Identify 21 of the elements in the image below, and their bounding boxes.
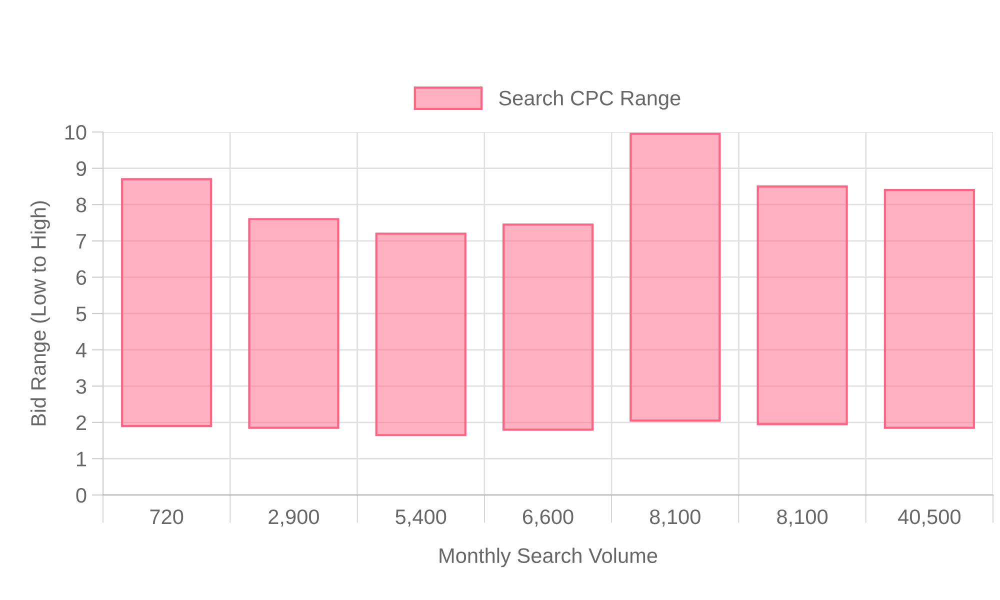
x-tick-label: 8,100 [777,509,828,527]
legend-label: Search CPC Range [499,90,680,110]
y-tick-label: 4 [76,343,86,358]
y-tick-label: 3 [76,379,86,394]
x-tick-label: 2,900 [268,509,319,527]
y-tick-label: 7 [76,234,86,248]
y-tick-label: 9 [76,161,86,176]
y-tick-label: 2 [76,415,86,430]
y-tick-label: 1 [77,452,86,466]
y-tick-label: 0 [76,488,86,503]
x-axis-title: Monthly Search Volume [440,548,658,568]
x-tick-label: 720 [150,509,184,524]
x-tick-label: 6,600 [522,509,574,527]
x-tick-label: 8,100 [650,509,700,527]
y-tick-label: 8 [76,198,86,212]
x-tick-label: 40,500 [898,509,960,527]
y-tick-label: 10 [65,125,86,140]
y-tick-label: 6 [76,270,86,285]
y-tick-label: 5 [76,306,86,322]
y-axis-title: Bid Range (Low to High) [30,201,50,426]
x-tick-label: 5,400 [396,509,446,527]
